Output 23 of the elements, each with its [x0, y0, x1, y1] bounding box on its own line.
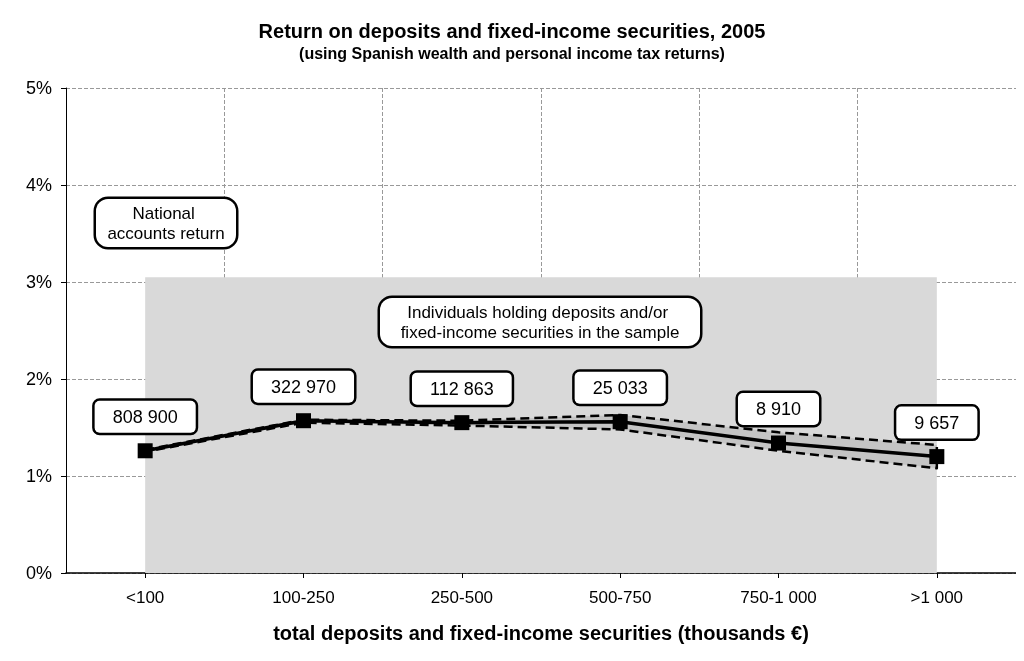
y-tick-label: 1%	[25, 466, 52, 486]
x-tick-label: 100-250	[272, 588, 335, 607]
chart-title: Return on deposits and fixed-income securities, 2005	[258, 20, 766, 42]
y-tick-label: 3%	[25, 272, 52, 292]
x-tick-label: 750-1 000	[740, 588, 817, 607]
x-tick-label: >1 000	[910, 588, 964, 607]
x-axis-title: total deposits and fixed-income securities (thousands €)	[273, 622, 809, 644]
x-tick-label: <100	[126, 588, 165, 607]
annotation: 8 910	[755, 399, 802, 420]
x-tick-label: 250-500	[430, 588, 494, 607]
y-tick-label: 5%	[25, 78, 52, 98]
annotation: 112 863	[429, 378, 494, 399]
annotation: 25 033	[592, 377, 648, 398]
y-tick-label: 0%	[25, 563, 52, 583]
annotation: 9 657	[914, 412, 960, 433]
y-tick-label: 4%	[25, 175, 52, 195]
annotation: 808 900	[112, 406, 178, 427]
y-tick-label: 2%	[25, 369, 52, 389]
text: Individuals holding deposits and/or fixed-income securities in the sample	[400, 302, 680, 342]
chart-subtitle: (using Spanish wealth and personal income tax returns)	[299, 44, 725, 62]
text: National accounts return	[107, 203, 225, 243]
x-tick-label: 500-750	[588, 588, 652, 607]
annotation: 322 970	[270, 376, 337, 397]
